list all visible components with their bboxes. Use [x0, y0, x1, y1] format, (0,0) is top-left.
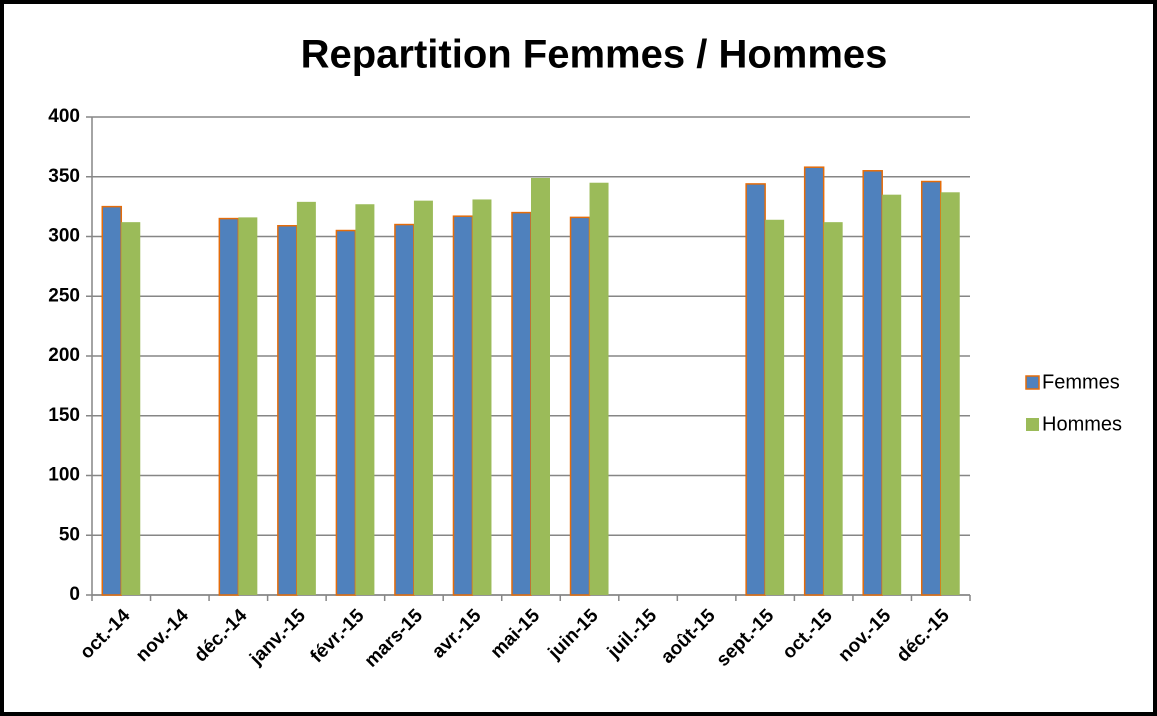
y-tick-label: 100	[48, 465, 80, 486]
bar	[569, 216, 591, 596]
bar	[765, 219, 785, 595]
bar	[218, 217, 240, 596]
bar	[296, 201, 316, 595]
bar	[355, 204, 375, 596]
y-tick-label: 150	[48, 405, 80, 426]
y-tick-label: 50	[59, 524, 80, 545]
y-tick-label: 0	[69, 584, 80, 605]
bar	[531, 177, 550, 595]
legend-label: Hommes	[1042, 413, 1122, 435]
bar	[862, 170, 883, 596]
bar	[823, 222, 843, 595]
bar	[920, 180, 942, 596]
bar	[277, 224, 298, 596]
bar	[589, 182, 609, 595]
bar	[101, 205, 123, 596]
y-tick-label: 400	[48, 106, 80, 127]
bar	[472, 199, 492, 595]
bar	[803, 166, 825, 596]
y-tick-label: 250	[48, 285, 80, 306]
legend-label: Femmes	[1042, 371, 1120, 393]
bar	[335, 229, 357, 596]
bar	[745, 183, 766, 596]
bar	[452, 215, 474, 596]
bar	[413, 200, 433, 595]
chart-title: Repartition Femmes / Hommes	[301, 33, 888, 77]
bar	[882, 194, 902, 596]
bar	[121, 222, 141, 595]
y-tick-label: 200	[48, 345, 80, 366]
y-tick-label: 300	[48, 226, 80, 247]
y-tick-label: 350	[48, 166, 80, 187]
legend-swatch	[1026, 418, 1039, 431]
legend-swatch	[1025, 375, 1040, 390]
bar	[238, 217, 258, 595]
bar	[511, 211, 532, 596]
bar	[940, 192, 960, 595]
bar	[394, 223, 415, 596]
